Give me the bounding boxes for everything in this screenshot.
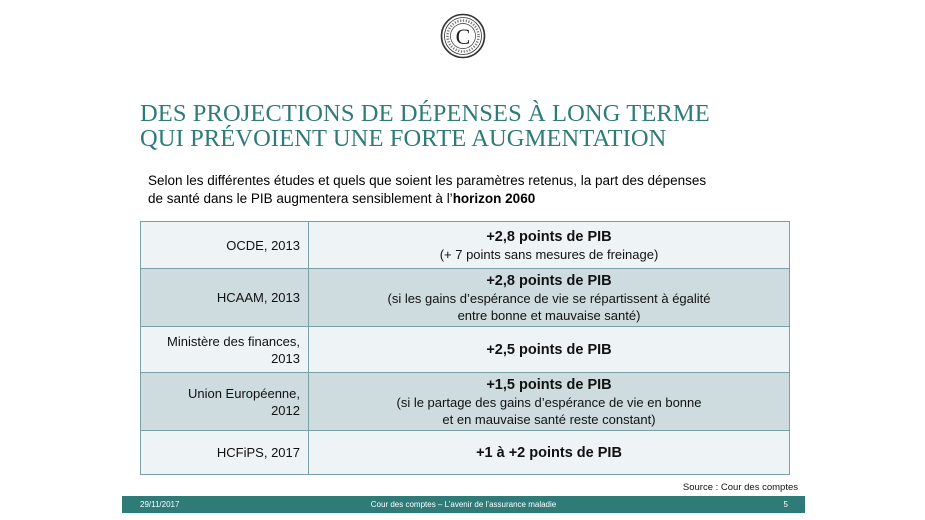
row-value: +1,5 points de PIB (si le partage des ga… — [308, 372, 790, 431]
title-line-2: QUI PRÉVOIENT UNE FORTE AUGMENTATION — [140, 125, 667, 152]
row-detail-1: (si le partage des gains d’espérance de … — [396, 394, 702, 410]
logo-letter: C — [456, 24, 471, 49]
row-source-2: 2012 — [271, 402, 300, 418]
footer-bar: 29/11/2017 Cour des comptes – L’avenir d… — [122, 496, 805, 513]
intro-line-2: de santé dans le PIB augmentera sensible… — [148, 190, 788, 208]
table-row: OCDE, 2013 +2,8 points de PIB (+ 7 point… — [140, 221, 790, 269]
row-value: +2,8 points de PIB (+ 7 points sans mesu… — [308, 221, 790, 269]
row-source-2: 2013 — [271, 350, 300, 366]
row-value: +1 à +2 points de PIB — [308, 430, 790, 475]
table-row: HCAAM, 2013 +2,8 points de PIB (si les g… — [140, 268, 790, 327]
intro-line-2-text: de santé dans le PIB augmentera sensible… — [148, 191, 453, 206]
intro-horizon: horizon 2060 — [452, 191, 536, 206]
row-main: +1 à +2 points de PIB — [476, 444, 622, 461]
row-source: Union Européenne, 2012 — [140, 372, 309, 431]
footer-date: 29/11/2017 — [140, 500, 180, 509]
intro-line-1: Selon les différentes études et quels qu… — [148, 173, 707, 188]
table-row: Union Européenne, 2012 +1,5 points de PI… — [140, 372, 790, 431]
row-value: +2,8 points de PIB (si les gains d’espér… — [308, 268, 790, 327]
cour-des-comptes-logo-icon: C — [440, 13, 486, 59]
row-detail: (+ 7 points sans mesures de freinage) — [439, 246, 659, 262]
title-line-1: DES PROJECTIONS DE DÉPENSES À LONG TERME — [140, 100, 710, 127]
table-row: Ministère des finances, 2013 +2,5 points… — [140, 326, 790, 373]
row-main: +2,5 points de PIB — [486, 341, 612, 358]
row-main: +2,8 points de PIB — [486, 272, 612, 289]
row-source: OCDE, 2013 — [140, 221, 309, 269]
row-value: +2,5 points de PIB — [308, 326, 790, 373]
row-source-1: Union Européenne, — [187, 385, 300, 401]
table-row: HCFiPS, 2017 +1 à +2 points de PIB — [140, 430, 790, 475]
row-source: Ministère des finances, 2013 — [140, 326, 309, 373]
page-title: DES PROJECTIONS DE DÉPENSES À LONG TERME… — [140, 101, 710, 151]
row-main: +2,8 points de PIB — [486, 228, 612, 245]
projections-table: OCDE, 2013 +2,8 points de PIB (+ 7 point… — [140, 221, 790, 475]
row-source: HCFiPS, 2017 — [140, 430, 309, 475]
page-number: 5 — [783, 500, 788, 509]
row-detail-2: et en mauvaise santé reste constant) — [442, 411, 656, 427]
row-detail-2: entre bonne et mauvaise santé) — [457, 307, 641, 323]
row-detail-1: (si les gains d’espérance de vie se répa… — [387, 290, 711, 306]
row-main: +1,5 points de PIB — [486, 376, 612, 393]
row-source-1: Ministère des finances, — [167, 333, 300, 349]
footer-title: Cour des comptes – L’avenir de l’assuran… — [370, 500, 557, 509]
row-source: HCAAM, 2013 — [140, 268, 309, 327]
intro-text: Selon les différentes études et quels qu… — [148, 172, 788, 208]
source-note: Source : Cour des comptes — [682, 482, 798, 493]
